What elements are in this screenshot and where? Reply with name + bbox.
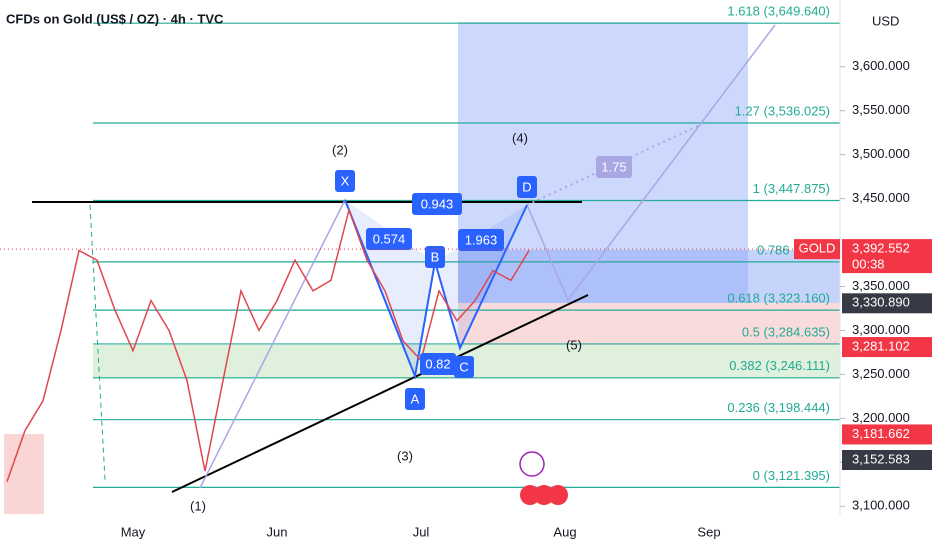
ratio-label: 0.943 (421, 196, 454, 211)
fib-label: 0.618 (3,323.160) (727, 291, 830, 306)
point-label: C (459, 359, 468, 374)
point-box (405, 388, 425, 410)
point-label: B (431, 249, 440, 264)
y-tick-label: 3,550.000 (852, 102, 910, 117)
symbol-tag (794, 239, 840, 260)
point-box (335, 170, 355, 192)
price-tag-label: 3,181.662 (852, 426, 910, 441)
price-tag (842, 337, 932, 358)
x-tick-label: Aug (553, 524, 576, 539)
ratio-label: 0.574 (373, 231, 406, 246)
x-tick-label: Jun (267, 524, 288, 539)
fib-label: 0.236 (3,198.444) (727, 400, 830, 415)
y-tick-label: 3,600.000 (852, 58, 910, 73)
event-icon (520, 485, 540, 505)
chart-title: CFDs on Gold (US$ / OZ) · 4h · TVC (6, 11, 224, 26)
trend-line (171, 294, 589, 493)
wave-label: (3) (397, 448, 413, 463)
ratio-label: 1.963 (465, 232, 498, 247)
fib-label: 0.5 (3,284.635) (742, 324, 830, 339)
wave-label: (5) (566, 337, 582, 352)
fib-label: 0 (3,121.395) (753, 468, 830, 483)
price-tag (842, 239, 932, 274)
fib-label: 1 (3,447.875) (753, 181, 830, 196)
box (4, 434, 44, 514)
point-box (425, 246, 445, 268)
fib-label: 0.382 (3,246.111) (729, 358, 830, 373)
price-line (6, 207, 530, 482)
price-tag (842, 449, 932, 470)
ratio-box (458, 229, 504, 251)
ratio-box (420, 353, 456, 375)
ratio-box (596, 156, 632, 178)
ratio-box (366, 228, 412, 250)
y-tick-label: 3,300.000 (852, 322, 910, 337)
point-label: X (341, 173, 350, 188)
point-box (517, 176, 537, 198)
symbol-tag-label: GOLD (799, 241, 836, 256)
drop-line (89, 204, 106, 481)
price-tag (842, 293, 932, 314)
price-tag-label: 3,392.552 (852, 241, 910, 256)
entry-zone (458, 250, 840, 303)
y-tick-label: 3,100.000 (852, 498, 910, 513)
y-tick-label: 3,450.000 (852, 190, 910, 205)
point-box (454, 356, 474, 378)
point-label: A (411, 391, 420, 406)
ratio-label: 0.82 (425, 356, 450, 371)
wave-label: (2) (332, 142, 348, 157)
wave-label: (1) (190, 498, 206, 513)
ratio-label: 1.75 (601, 159, 626, 174)
x-tick-label: Sep (697, 524, 720, 539)
price-tag-label: 3,152.583 (852, 451, 910, 466)
fib-label: 1.27 (3,536.025) (735, 103, 830, 118)
price-tag-label: 3,330.890 (852, 295, 910, 310)
y-tick-label: 3,250.000 (852, 366, 910, 381)
price-tag (842, 424, 932, 445)
price-tag-label: 3,281.102 (852, 338, 910, 353)
y-axis-label: USD (872, 13, 899, 28)
fib-label: 1.618 (3,649.640) (727, 4, 830, 19)
event-icon (548, 485, 568, 505)
points: X A B C D 0.943 0.574 1.963 0.82 1.75 (335, 156, 632, 410)
projection (526, 124, 701, 206)
price-tag-timer: 00:38 (852, 257, 885, 272)
y-tick-label: 3,350.000 (852, 278, 910, 293)
point-label: D (522, 179, 531, 194)
event-icon (519, 451, 545, 477)
y-tick-label: 3,200.000 (852, 410, 910, 425)
wave-label: (4) (512, 130, 528, 145)
y-tick-label: 3,500.000 (852, 146, 910, 161)
x-tick-label: Jul (413, 524, 430, 539)
event-icon (534, 485, 554, 505)
ratio-box (412, 193, 462, 215)
x-tick-label: May (121, 524, 146, 539)
